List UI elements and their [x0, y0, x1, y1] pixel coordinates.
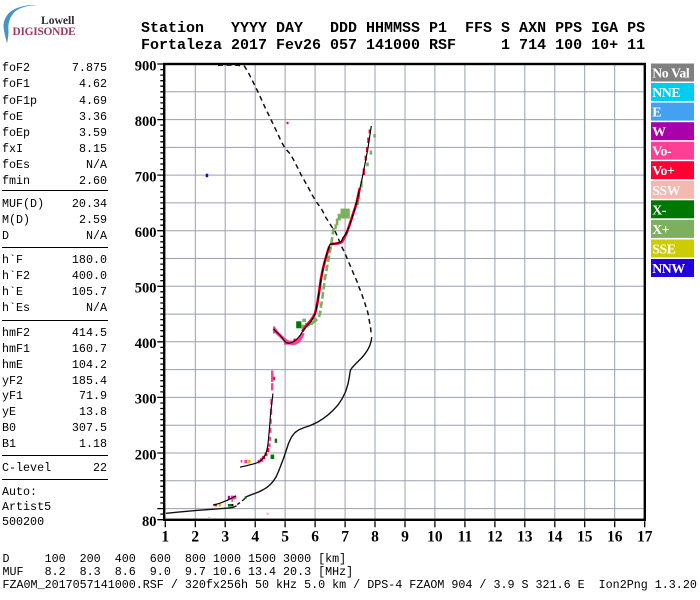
svg-text:X-: X-	[652, 202, 667, 217]
svg-text:X+: X+	[652, 222, 670, 237]
svg-text:3: 3	[221, 529, 229, 546]
svg-text:13: 13	[517, 529, 533, 546]
svg-text:9: 9	[401, 529, 409, 546]
svg-text:600: 600	[135, 225, 157, 241]
svg-text:Vo+: Vo+	[652, 163, 675, 178]
svg-text:1: 1	[161, 529, 169, 546]
svg-text:200: 200	[135, 447, 157, 463]
svg-text:NNW: NNW	[652, 261, 685, 276]
svg-text:5: 5	[281, 529, 289, 546]
svg-text:11: 11	[458, 529, 473, 546]
svg-text:SSW: SSW	[652, 183, 681, 198]
svg-text:400: 400	[135, 336, 157, 352]
svg-text:No Val: No Val	[652, 66, 690, 81]
svg-text:4: 4	[251, 529, 259, 546]
svg-text:700: 700	[135, 169, 157, 185]
svg-text:80: 80	[142, 514, 157, 530]
svg-text:800: 800	[135, 114, 157, 130]
svg-text:6: 6	[311, 529, 319, 546]
svg-text:Vo-: Vo-	[652, 144, 672, 159]
svg-text:900: 900	[135, 58, 157, 74]
svg-text:7: 7	[341, 529, 349, 546]
svg-text:500: 500	[135, 281, 157, 297]
svg-text:NNE: NNE	[652, 85, 680, 100]
svg-text:17: 17	[637, 529, 653, 546]
svg-text:15: 15	[577, 529, 593, 546]
svg-text:W: W	[652, 124, 666, 139]
svg-text:16: 16	[607, 529, 623, 546]
svg-text:2: 2	[191, 529, 199, 546]
svg-text:SSE: SSE	[652, 242, 676, 257]
svg-text:8: 8	[371, 529, 379, 546]
svg-text:E: E	[652, 105, 661, 120]
svg-text:14: 14	[547, 529, 563, 546]
svg-text:10: 10	[427, 529, 443, 546]
svg-text:300: 300	[135, 392, 157, 408]
svg-text:12: 12	[487, 529, 503, 546]
